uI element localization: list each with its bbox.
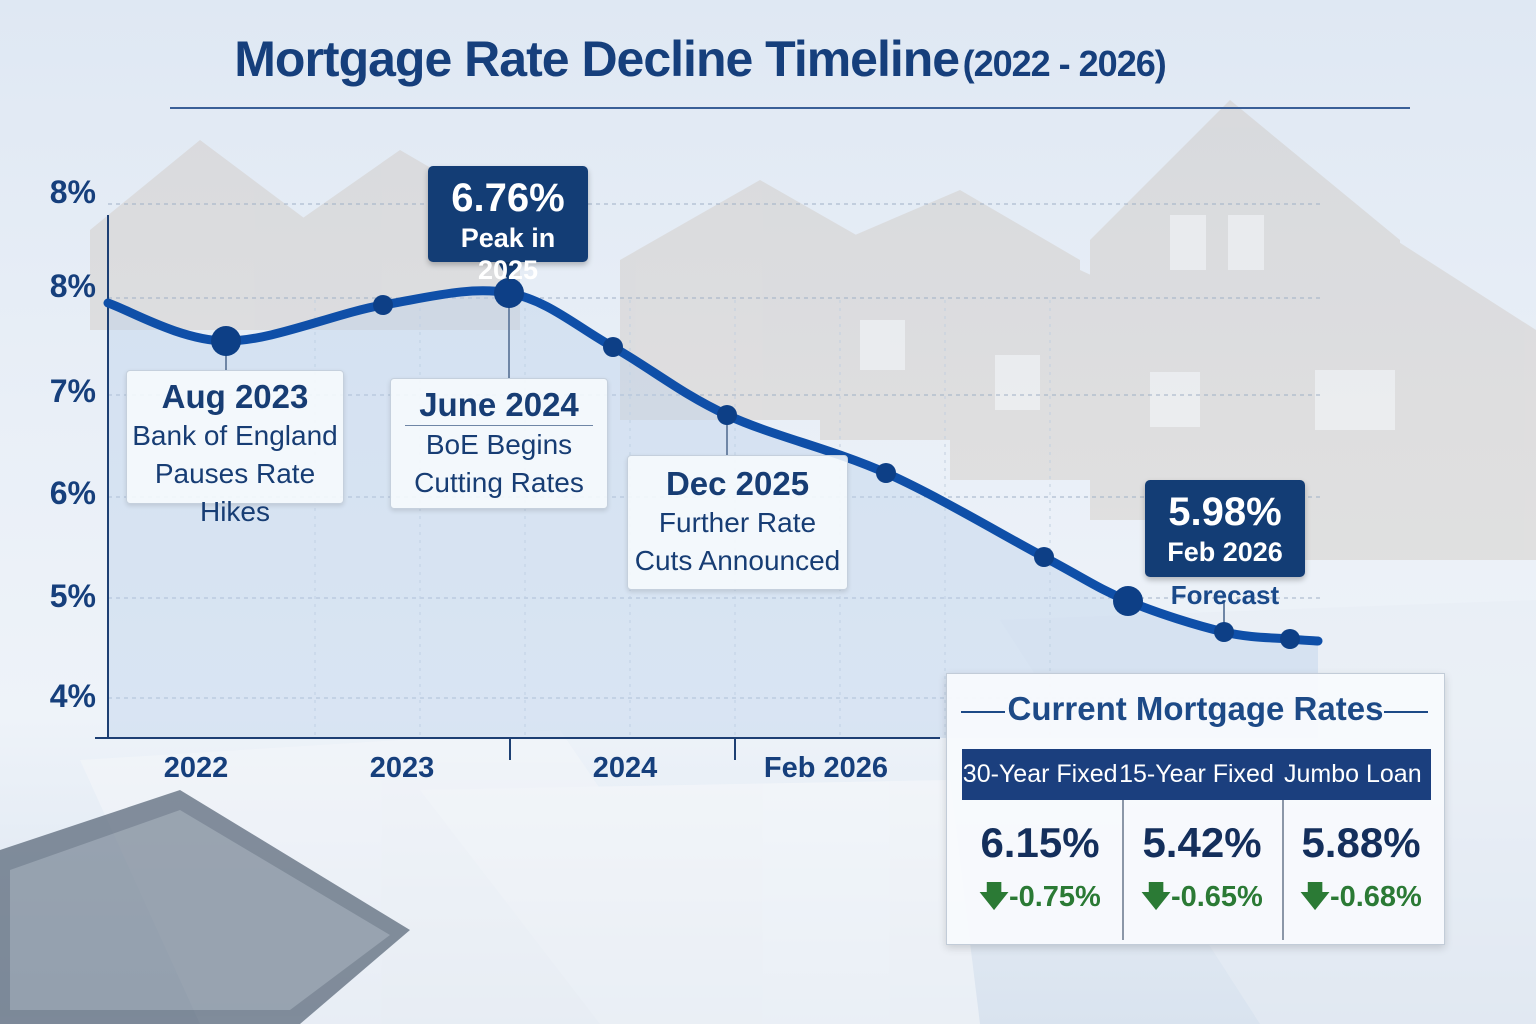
callout-value: 5.98% (1168, 490, 1282, 534)
annotation-dec-2025: Dec 2025 Further Rate Cuts Announced (627, 455, 848, 590)
data-point (373, 295, 393, 315)
rate-change: 🡇-0.65% (1141, 881, 1263, 913)
rate-change: 🡇-0.68% (1300, 881, 1422, 913)
rate-value: 5.88% (1301, 819, 1421, 866)
data-point (717, 405, 737, 425)
data-point (1280, 629, 1300, 649)
callout-label: Peak in 2025 (460, 223, 556, 285)
x-tick-label: 2023 (369, 752, 435, 784)
chart-title: Mortgage Rate Decline Timeline (2022 - 2… (0, 30, 1400, 88)
peak-callout: 6.76% Peak in 2025 (428, 166, 588, 285)
annotation-text: Cutting Rates (414, 467, 584, 498)
x-tick-label: Feb 2026 (763, 752, 889, 784)
annotation-heading: June 2024 (405, 385, 593, 426)
x-tick-label: 2024 (592, 752, 658, 784)
y-tick-label: 7% (49, 373, 96, 409)
column-header: 30-Year Fixed (962, 760, 1118, 788)
annotation-heading: Dec 2025 (665, 465, 810, 502)
rate-value: 5.42% (1142, 819, 1262, 866)
x-tick-label: 2022 (163, 752, 229, 784)
y-tick-label: 8% (49, 268, 96, 304)
y-tick-label: 4% (49, 678, 96, 714)
rate-cell-jumbo: 5.88% 🡇-0.68% (1283, 800, 1439, 940)
data-point (1034, 547, 1054, 567)
divider (961, 711, 1005, 713)
column-header: Jumbo Loan (1284, 760, 1422, 788)
annotation-aug-2023: Aug 2023 Bank of England Pauses Rate Hik… (126, 370, 344, 527)
highlighted-data-point (1113, 586, 1143, 616)
annotation-text: BoE Begins (425, 429, 573, 460)
forecast-label: Forecast (1170, 580, 1280, 610)
arrow-down-icon: 🡇 (1141, 881, 1171, 913)
annotation-text: Cuts Announced (634, 545, 841, 576)
divider (1384, 711, 1428, 713)
rates-table-header: 30-Year Fixed 15-Year Fixed Jumbo Loan (962, 749, 1431, 800)
rate-change: 🡇-0.75% (979, 881, 1101, 913)
highlighted-data-point (211, 326, 241, 356)
panel-title: Current Mortgage Rates (1007, 690, 1384, 727)
data-point (876, 463, 896, 483)
y-tick-label: 6% (49, 475, 96, 511)
callout-pointer (498, 262, 520, 282)
annotation-text: Pauses Rate Hikes (154, 458, 316, 527)
data-point (603, 337, 623, 357)
data-point (1214, 622, 1234, 642)
title-divider (170, 107, 1410, 109)
forecast-callout: 5.98% Feb 2026 (1145, 480, 1305, 577)
annotation-text: Bank of England (132, 420, 338, 451)
title-main: Mortgage Rate Decline Timeline (234, 31, 960, 87)
arrow-down-icon: 🡇 (1300, 881, 1330, 913)
arrow-down-icon: 🡇 (979, 881, 1009, 913)
column-header: 15-Year Fixed (1119, 760, 1274, 788)
rate-value: 6.15% (980, 819, 1100, 866)
title-range: (2022 - 2026) (962, 43, 1167, 84)
highlighted-data-point (494, 278, 524, 308)
callout-label: Feb 2026 (1167, 537, 1283, 567)
current-rates-panel: Current Mortgage Rates 30-Year Fixed 15-… (946, 673, 1445, 945)
y-tick-label: 8% (49, 174, 96, 210)
series-line (103, 286, 1323, 646)
callout-value: 6.76% (451, 176, 565, 220)
annotation-heading: Aug 2023 (161, 378, 309, 415)
y-tick-label: 5% (49, 578, 96, 614)
annotation-june-2024: June 2024 BoE Begins Cutting Rates (390, 378, 608, 509)
annotation-text: Further Rate (658, 507, 817, 538)
calculator-icon (0, 790, 410, 1024)
rate-cell-15-year: 5.42% 🡇-0.65% (1124, 800, 1280, 940)
rate-cell-30-year: 6.15% 🡇-0.75% (962, 800, 1118, 940)
